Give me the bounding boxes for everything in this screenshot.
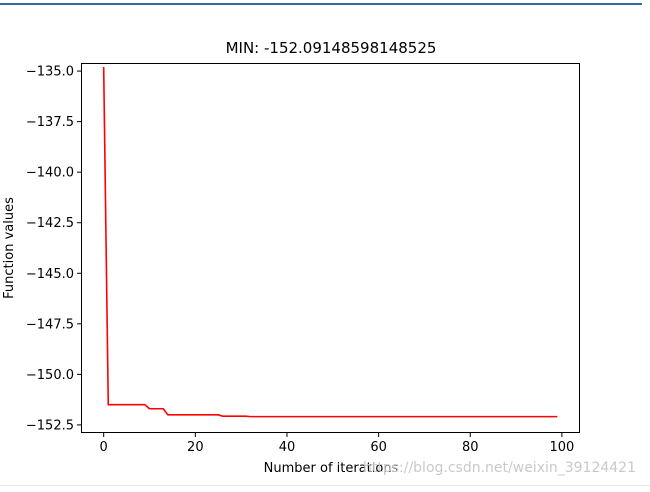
x-tick-label: 80 <box>462 440 479 455</box>
watermark-text: https://blog.csdn.net/weixin_39124421 <box>363 460 636 476</box>
x-tick-label: 20 <box>187 440 204 455</box>
bottom-rule <box>0 485 650 486</box>
y-tick-label: −150.0 <box>26 368 74 383</box>
x-axis-label: Number of iterations <box>264 461 399 476</box>
y-tick-label: −135.0 <box>26 65 74 80</box>
x-tick-label: 60 <box>370 440 387 455</box>
x-tick-label: 0 <box>100 440 108 455</box>
x-tick-label: 100 <box>549 440 574 455</box>
y-tick-label: −140.0 <box>26 166 74 181</box>
plot-area <box>81 63 580 433</box>
series-line-0 <box>102 67 558 418</box>
chart-title: MIN: -152.09148598148525 <box>226 39 437 57</box>
y-tick-label: −152.5 <box>26 418 74 433</box>
y-tick-label: −137.5 <box>26 115 74 130</box>
y-tick-label: −142.5 <box>26 216 74 231</box>
y-tick-label: −147.5 <box>26 317 74 332</box>
x-tick-label: 40 <box>279 440 296 455</box>
axes-frame <box>81 63 580 433</box>
y-axis-label: Function values <box>2 197 17 299</box>
y-tick-label: −145.0 <box>26 267 74 282</box>
top-rule <box>0 3 642 5</box>
